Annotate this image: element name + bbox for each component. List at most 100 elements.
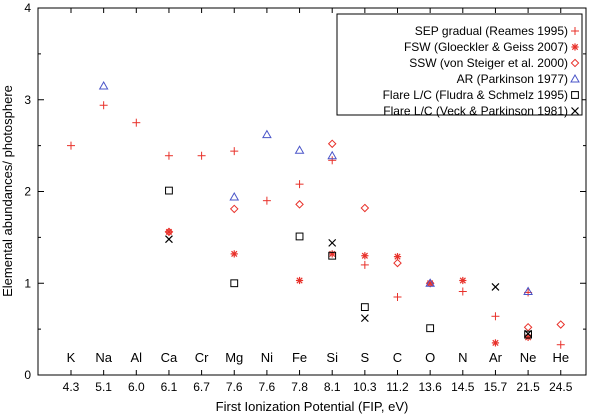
data-point xyxy=(491,312,500,321)
legend-marker xyxy=(571,27,579,35)
element-label: Fe xyxy=(292,350,307,365)
series-4 xyxy=(165,186,533,339)
legend-marker xyxy=(571,107,579,115)
data-point xyxy=(361,252,369,260)
x-tick-label: 8.1 xyxy=(324,380,341,394)
data-point xyxy=(556,340,565,349)
data-point xyxy=(262,196,271,205)
element-label: Cr xyxy=(195,350,209,365)
data-point xyxy=(360,314,369,323)
x-tick-label: 15.7 xyxy=(484,380,508,394)
legend-marker xyxy=(571,43,579,51)
data-point xyxy=(165,235,173,244)
legend-box xyxy=(336,13,583,116)
series-5 xyxy=(165,235,533,338)
data-point xyxy=(524,333,532,341)
x-tick-label: 7.8 xyxy=(291,380,308,394)
x-axis-title: First Ionization Potential (FIP, eV) xyxy=(216,399,409,414)
x-tick-label: 5.1 xyxy=(95,380,112,394)
data-point xyxy=(328,156,337,165)
element-label: Ca xyxy=(161,350,178,365)
x-tick-label: 7.6 xyxy=(259,380,276,394)
x-tick-label: 13.6 xyxy=(418,380,442,394)
x-axis: 4.3 5.1 6.0 6.1 6.7 7.6 7.6 7.8 8.1 10.3 11.2 13.6 1… xyxy=(63,8,573,394)
legend: SEP gradual (Reames 1995) FSW (Gloeckler … xyxy=(336,13,583,118)
data-point xyxy=(328,250,336,258)
data-point xyxy=(262,129,272,139)
x-tick-label: 11.2 xyxy=(386,380,409,394)
data-point xyxy=(393,258,402,268)
x-tick-label: 24.5 xyxy=(549,380,573,394)
data-point xyxy=(360,203,370,213)
element-label: C xyxy=(393,350,402,365)
x-tick-label: 7.6 xyxy=(226,380,243,394)
legend-label: Flare L/C (Fludra & Schmelz 1995) xyxy=(383,88,568,102)
data-point xyxy=(165,228,173,236)
x-tick-label: 14.5 xyxy=(451,380,475,394)
data-point xyxy=(67,141,75,150)
data-point xyxy=(393,293,402,302)
data-point xyxy=(164,151,173,160)
legend-label: AR (Parkinson 1977) xyxy=(457,72,568,86)
data-point xyxy=(165,186,173,195)
data-point xyxy=(458,287,467,296)
x-tick-label: 10.3 xyxy=(353,380,377,394)
data-point xyxy=(99,101,108,110)
element-label: He xyxy=(552,350,569,365)
y-tick-label: 0 xyxy=(24,368,31,382)
data-point xyxy=(164,227,174,237)
data-point xyxy=(425,278,436,287)
y-tick-label: 2 xyxy=(24,185,31,199)
data-point xyxy=(425,278,435,288)
x-tick-label: 6.1 xyxy=(161,380,178,394)
data-point xyxy=(229,191,240,201)
y-axis: 0 1 2 3 4 xyxy=(24,1,586,382)
data-point xyxy=(295,232,304,241)
element-label: N xyxy=(458,350,467,365)
legend-label: Flare L/C (Veck & Parkinson 1981) xyxy=(383,104,568,118)
x-tick-label: 6.0 xyxy=(128,380,145,394)
data-point xyxy=(98,80,109,90)
data-point xyxy=(523,322,533,332)
data-point xyxy=(393,253,402,261)
data-point xyxy=(327,139,337,149)
data-point xyxy=(132,118,141,127)
data-point xyxy=(230,147,239,156)
data-point xyxy=(524,329,533,338)
data-point xyxy=(197,151,206,160)
y-axis-title: Elemental abundances/ photosphere xyxy=(0,85,15,297)
data-point xyxy=(426,324,435,333)
y-tick-label: 1 xyxy=(24,276,31,290)
data-point xyxy=(295,276,304,285)
x-tick-label: 21.5 xyxy=(516,380,540,394)
x-tick-label: 6.7 xyxy=(193,380,210,394)
element-label: Ar xyxy=(489,350,503,365)
element-label: K xyxy=(67,350,76,365)
data-point xyxy=(229,204,239,214)
data-point xyxy=(360,303,369,312)
series-3 xyxy=(98,80,533,296)
element-label: S xyxy=(361,350,370,365)
element-label: Ni xyxy=(261,350,273,365)
series-1 xyxy=(165,228,532,347)
y-tick-label: 3 xyxy=(24,93,31,107)
data-point xyxy=(491,339,500,347)
data-point xyxy=(295,180,304,189)
legend-marker xyxy=(571,91,579,99)
data-point xyxy=(327,150,338,160)
element-label: O xyxy=(425,350,435,365)
data-point xyxy=(360,260,369,269)
legend-marker xyxy=(570,73,580,83)
legend-label: FSW (Gloeckler & Geiss 2007) xyxy=(404,40,568,54)
data-point xyxy=(524,330,533,339)
data-point xyxy=(523,286,533,296)
data-point xyxy=(230,250,238,258)
data-point xyxy=(294,145,305,154)
element-label: Ne xyxy=(520,350,537,365)
element-label: Al xyxy=(131,350,143,365)
data-point xyxy=(295,200,304,209)
x-tick-label: 4.3 xyxy=(63,380,80,394)
element-label: Na xyxy=(95,350,112,365)
series-0 xyxy=(67,101,565,349)
